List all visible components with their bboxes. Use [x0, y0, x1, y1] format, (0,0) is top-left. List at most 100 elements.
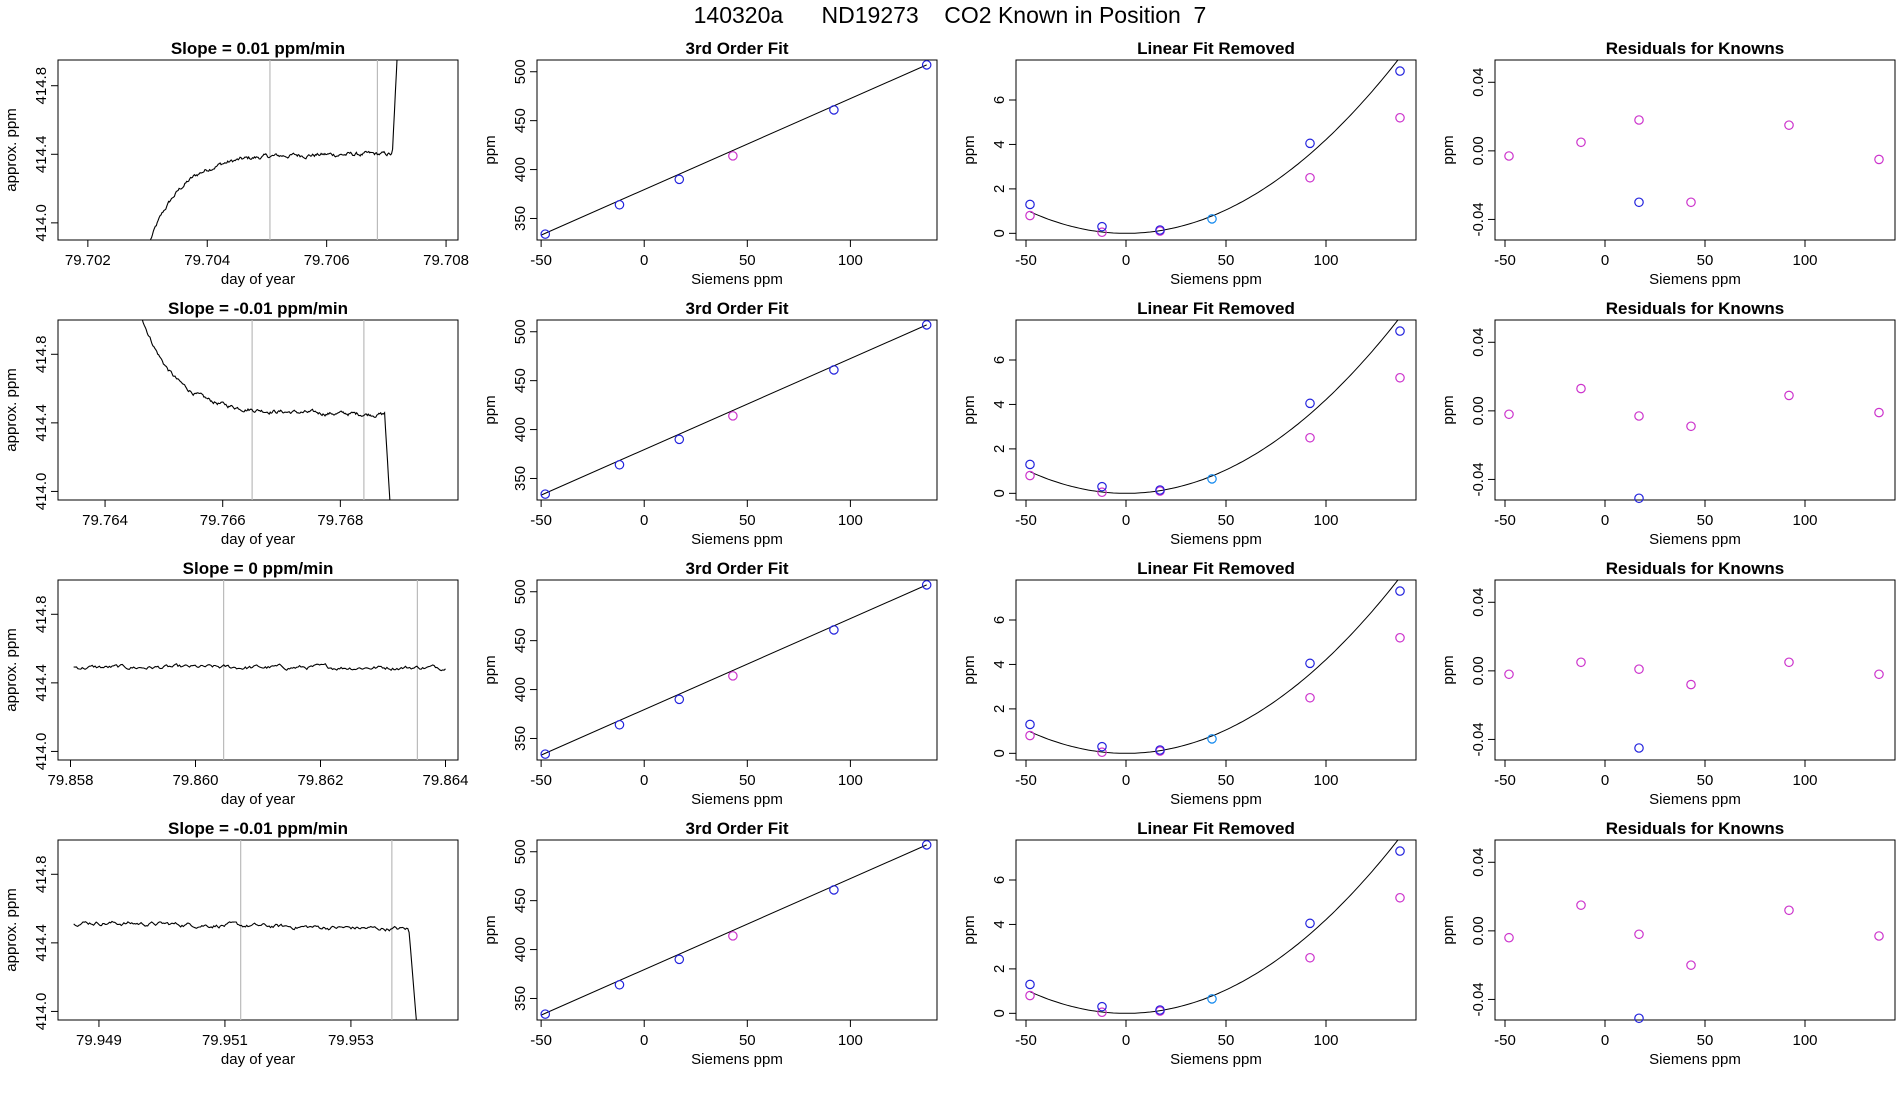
y-tick-label: 0.00: [1470, 136, 1487, 165]
plot-area: [73, 580, 446, 760]
chart-panel-8: Residuals for Knowns -50 0 50 100 -0.04 0.00 0.…: [1440, 299, 1896, 548]
panel-title: Linear Fit Removed: [1137, 819, 1295, 838]
data-point-blue: [1025, 719, 1035, 730]
x-tick-label: -50: [1015, 512, 1037, 529]
data-point-blue: [540, 229, 551, 239]
y-tick-label: 500: [512, 839, 529, 864]
x-axis-label: Siemens ppm: [1170, 791, 1262, 808]
x-tick-label: 50: [739, 772, 756, 789]
x-tick-label: 0: [640, 252, 648, 269]
y-axis-label: ppm: [1440, 135, 1457, 164]
data-point-magenta: [1025, 990, 1035, 1001]
x-tick-label: -50: [1494, 252, 1516, 269]
plot-area: [1029, 60, 1399, 234]
y-tick-label: 6: [991, 876, 1008, 884]
x-axis-label: Siemens ppm: [1649, 791, 1741, 808]
y-axis-label: ppm: [482, 135, 499, 164]
figure-title: 140320a ND19273 CO2 Known in Position 7: [693, 2, 1207, 28]
x-tick-label: 79.864: [423, 772, 469, 789]
data-point-cyan: [1207, 734, 1217, 744]
y-tick-label: 0: [991, 489, 1008, 497]
data-point-magenta: [1874, 669, 1884, 680]
plot-area: [1029, 840, 1399, 1014]
data-point-magenta: [1504, 669, 1514, 680]
data-point-magenta: [1097, 227, 1107, 238]
data-point-magenta: [1686, 421, 1696, 432]
data-point-blue: [614, 199, 625, 210]
y-tick-label: 0: [991, 749, 1008, 757]
y-tick-label: 2: [991, 965, 1008, 973]
x-tick-label: 79.953: [328, 1032, 374, 1049]
data-point-blue: [1097, 221, 1107, 232]
x-tick-label: -50: [1494, 512, 1516, 529]
data-point-blue: [1634, 743, 1644, 753]
x-tick-label: -50: [530, 1032, 552, 1049]
data-point-magenta: [1305, 432, 1315, 443]
y-tick-label: 2: [991, 705, 1008, 713]
data-point-magenta: [1395, 892, 1405, 903]
y-tick-label: 400: [512, 937, 529, 962]
y-tick-label: -0.04: [1470, 982, 1487, 1016]
data-point-magenta: [1305, 172, 1315, 183]
data-point-blue: [540, 749, 551, 759]
x-axis-label: day of year: [221, 271, 295, 288]
data-point-magenta: [1025, 470, 1035, 481]
plot-area: [540, 64, 927, 236]
x-tick-label: 50: [1218, 512, 1235, 529]
y-tick-label: 350: [512, 986, 529, 1011]
y-tick-label: 414.8: [33, 856, 50, 894]
y-axis-label: approx. ppm: [3, 628, 20, 711]
series-trace: [73, 663, 446, 672]
fit-curve: [1029, 580, 1399, 754]
plot-area: [1029, 320, 1399, 494]
y-tick-label: 2: [991, 445, 1008, 453]
data-point-blue: [614, 979, 625, 990]
x-tick-label: -50: [1015, 772, 1037, 789]
data-point-cyan: [1207, 474, 1217, 484]
y-tick-label: 0.04: [1470, 588, 1487, 617]
data-point-magenta: [728, 411, 738, 421]
y-tick-label: 0: [991, 1009, 1008, 1017]
chart-panel-3: Linear Fit Removed -50 0 50 100 0 2 4 6 Siemens p…: [961, 39, 1417, 288]
x-axis-label: Siemens ppm: [1170, 1051, 1262, 1068]
plot-area: [1029, 580, 1399, 754]
x-axis-label: Siemens ppm: [1649, 531, 1741, 548]
plot-frame: [57, 59, 459, 241]
chart-panel-5: Slope = -0.01 ppm/min 79.764 79.766 79.768 4…: [3, 299, 459, 548]
data-point-magenta: [1395, 372, 1405, 383]
data-point-cyan: [1207, 994, 1217, 1004]
x-tick-label: 50: [739, 252, 756, 269]
y-tick-label: 0.04: [1470, 328, 1487, 357]
data-point-blue: [921, 60, 932, 70]
x-tick-label: 50: [1697, 772, 1714, 789]
data-point-magenta: [728, 931, 738, 941]
y-axis-label: ppm: [482, 395, 499, 424]
x-axis-label: Siemens ppm: [1649, 1051, 1741, 1068]
x-tick-label: 0: [1601, 772, 1609, 789]
x-tick-label: 79.764: [82, 512, 128, 529]
data-point-blue: [921, 320, 932, 330]
data-point-blue: [614, 459, 625, 470]
data-point-magenta: [1576, 900, 1586, 910]
data-point-blue: [1305, 398, 1315, 409]
panel-title: Residuals for Knowns: [1606, 559, 1785, 578]
x-tick-label: 100: [1313, 772, 1338, 789]
plot-frame: [536, 59, 938, 241]
y-tick-label: 500: [512, 59, 529, 84]
data-point-blue: [674, 434, 685, 445]
panel-title: Residuals for Knowns: [1606, 299, 1785, 318]
x-tick-label: -50: [1494, 1032, 1516, 1049]
data-point-magenta: [1874, 931, 1884, 941]
x-tick-label: -50: [530, 252, 552, 269]
y-tick-label: 350: [512, 206, 529, 231]
x-axis-label: Siemens ppm: [691, 791, 783, 808]
x-axis-label: Siemens ppm: [691, 1051, 783, 1068]
x-tick-label: 79.768: [317, 512, 363, 529]
data-point-magenta: [1686, 960, 1696, 970]
plot-area: [540, 844, 927, 1016]
y-tick-label: 414.4: [33, 404, 50, 442]
y-axis-label: approx. ppm: [3, 888, 20, 971]
fit-curve: [1029, 320, 1399, 494]
chart-panel-6: 3rd Order Fit -50 0 50 100 350 400 450 500 Siemen…: [482, 299, 938, 548]
